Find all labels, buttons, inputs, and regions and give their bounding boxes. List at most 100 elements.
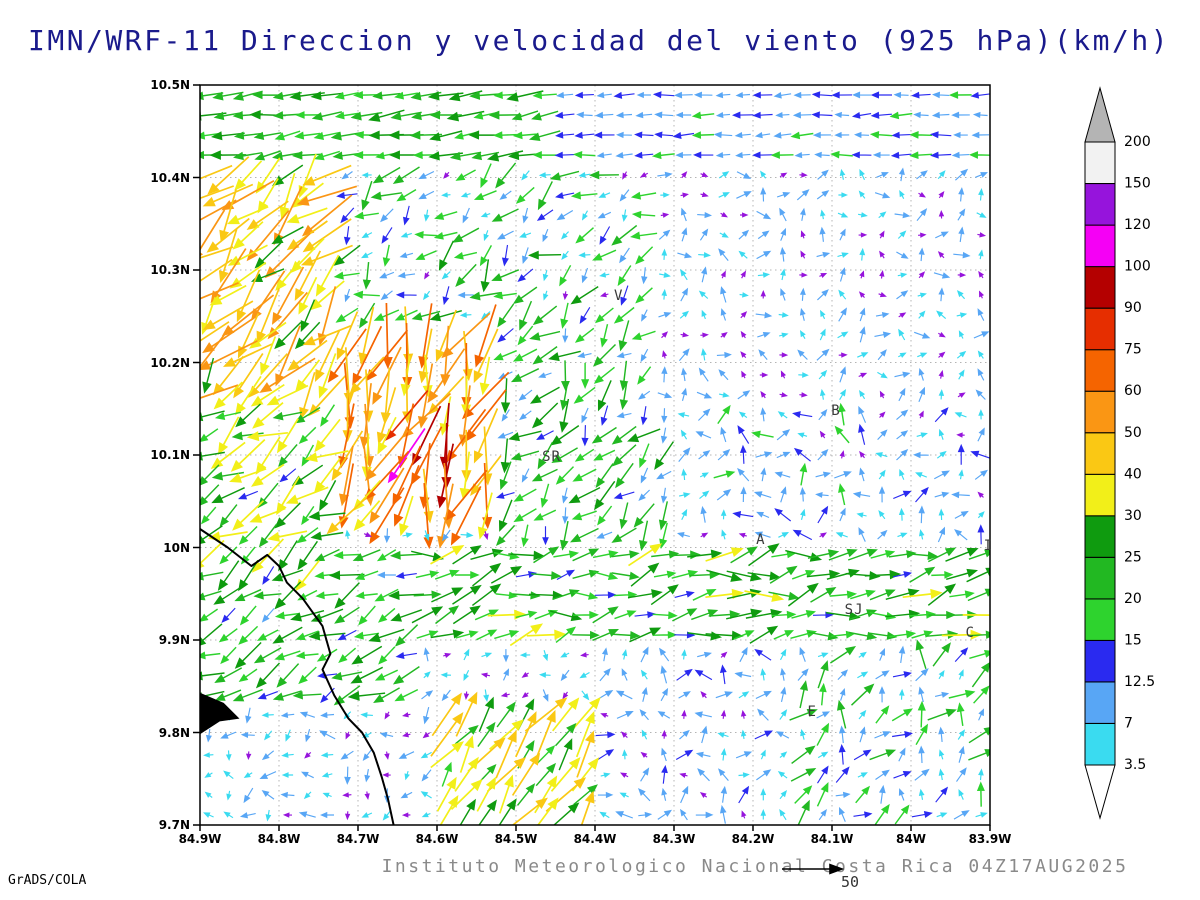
wind-arrow — [364, 791, 370, 800]
wind-arrow — [811, 91, 833, 99]
wind-arrow — [233, 151, 263, 161]
wind-arrow — [454, 756, 479, 792]
wind-arrow — [738, 772, 750, 778]
wind-arrow — [418, 328, 433, 384]
wind-arrow — [272, 411, 303, 421]
wind-arrow — [501, 244, 509, 267]
wind-arrow — [462, 207, 470, 224]
wind-arrow — [219, 546, 238, 565]
wind-arrow — [634, 131, 654, 139]
wind-arrow — [559, 520, 569, 551]
wind-arrow — [259, 771, 277, 779]
wind-arrow — [911, 810, 933, 818]
wind-arrow — [875, 311, 890, 318]
wind-arrow — [875, 452, 888, 458]
wind-arrow — [474, 304, 497, 368]
wind-arrow — [261, 608, 275, 623]
wind-arrow — [837, 669, 849, 681]
wind-arrow — [713, 131, 733, 139]
wind-arrow — [931, 571, 954, 579]
wind-arrow — [560, 652, 570, 658]
wind-arrow — [355, 591, 378, 600]
wind-arrow — [300, 771, 314, 779]
wind-arrow — [200, 340, 258, 371]
wind-arrow — [858, 651, 867, 658]
wind-arrow — [848, 631, 878, 641]
wind-arrow — [835, 791, 851, 799]
colorbar-segment — [1084, 183, 1116, 226]
wind-arrow — [752, 111, 773, 119]
wind-arrow — [400, 232, 412, 238]
wind-arrow — [938, 210, 945, 219]
wind-arrow — [892, 571, 913, 578]
wind-arrow — [361, 172, 372, 178]
wind-arrow — [508, 430, 542, 442]
wind-arrow — [909, 151, 933, 160]
wind-arrow — [739, 646, 748, 663]
wind-arrow — [537, 181, 553, 211]
wind-arrow — [512, 591, 541, 600]
wind-arrow — [879, 270, 885, 279]
wind-arrow — [817, 289, 829, 301]
wind-arrow — [892, 671, 913, 678]
wind-arrow — [958, 669, 964, 680]
wind-arrow — [304, 751, 312, 759]
wind-arrow — [204, 772, 213, 778]
wind-arrow — [713, 470, 736, 479]
wind-arrow — [956, 702, 965, 727]
wind-arrow — [936, 812, 948, 818]
wind-arrow — [740, 351, 747, 359]
wind-arrow — [439, 795, 459, 825]
wind-arrow — [705, 547, 744, 562]
wind-arrow — [581, 210, 588, 221]
wind-arrow — [916, 432, 928, 438]
wind-arrow — [633, 503, 655, 528]
colorbar-label: 100 — [1124, 259, 1151, 275]
wind-arrow — [214, 689, 242, 701]
wind-arrow — [792, 411, 813, 418]
wind-arrow — [918, 745, 925, 764]
wind-arrow — [599, 226, 611, 245]
wind-arrow — [213, 381, 243, 410]
wind-arrow — [510, 368, 540, 383]
wind-arrow — [697, 408, 711, 421]
wind-arrow — [958, 745, 965, 763]
wind-arrow — [512, 286, 538, 304]
wind-arrow — [479, 356, 491, 396]
wind-arrow — [660, 665, 668, 684]
wind-arrow — [333, 271, 360, 280]
wind-arrow — [298, 811, 316, 818]
wind-arrow — [934, 691, 950, 698]
wind-arrow — [699, 228, 709, 241]
coastline-group — [200, 528, 395, 825]
wind-arrow — [778, 312, 789, 318]
x-tick-label: 84.1W — [810, 832, 854, 846]
wind-arrow — [429, 310, 462, 322]
wind-arrow — [459, 312, 472, 318]
wind-arrow — [200, 164, 233, 180]
wind-arrow — [717, 449, 731, 461]
wind-arrow — [951, 491, 970, 499]
x-tick-label: 84.6W — [415, 832, 459, 846]
wind-arrow — [715, 111, 731, 119]
colorbar-label: 120 — [1124, 217, 1151, 233]
wind-arrow — [621, 209, 628, 222]
wind-arrow — [641, 729, 648, 740]
wind-arrow — [592, 249, 617, 261]
wind-arrow — [573, 610, 599, 620]
wind-arrow — [978, 768, 984, 781]
wind-arrow — [446, 110, 485, 122]
y-tick-label: 9.7N — [158, 818, 190, 832]
wind-arrow — [857, 671, 869, 679]
wind-arrow — [598, 192, 611, 198]
wind-arrow — [918, 386, 925, 403]
colorbar-over-arrow — [1084, 86, 1116, 143]
wind-arrow — [859, 270, 865, 279]
wind-arrow — [261, 790, 275, 800]
wind-arrow — [476, 776, 497, 812]
wind-arrow — [700, 171, 709, 177]
wind-arrow — [258, 523, 278, 548]
wind-arrow — [295, 630, 319, 641]
wind-arrow — [874, 192, 891, 199]
colorbar-segment — [1084, 390, 1116, 434]
